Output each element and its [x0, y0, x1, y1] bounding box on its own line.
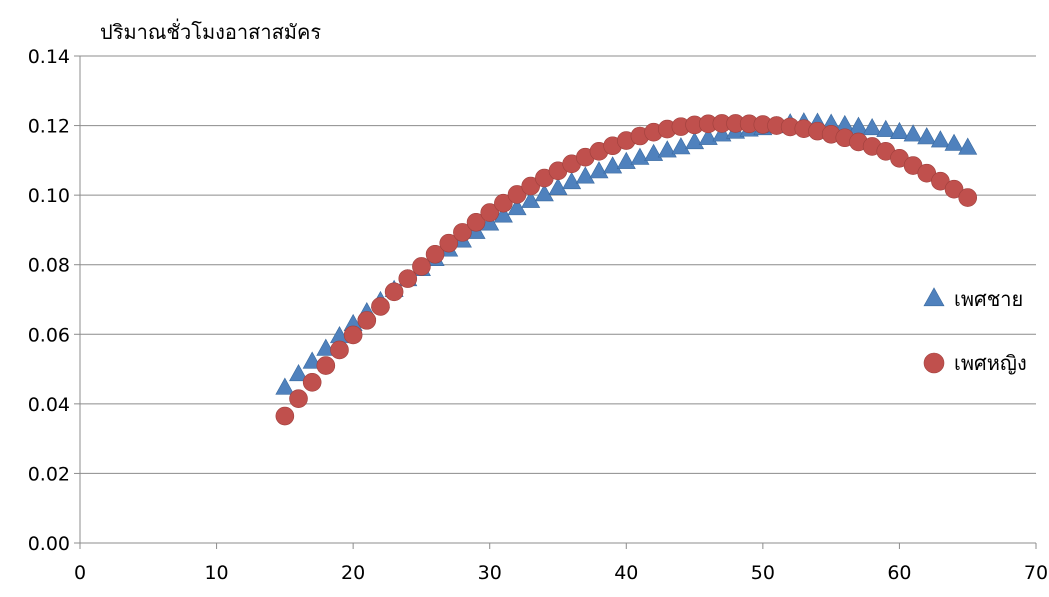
data-point-triangle — [630, 147, 650, 165]
series-2 — [275, 114, 978, 426]
data-point-circle — [371, 297, 390, 316]
data-point-circle — [480, 203, 500, 222]
data-point-triangle — [534, 184, 554, 202]
x-tick-label: 70 — [1024, 562, 1048, 584]
x-tick-label: 0 — [74, 562, 86, 584]
y-tick-label: 0.02 — [28, 463, 70, 485]
data-point-triangle — [562, 171, 582, 190]
data-point-triangle — [521, 190, 541, 208]
data-point-triangle — [917, 127, 937, 145]
axes — [74, 55, 1037, 549]
gridlines — [80, 55, 1036, 474]
data-point-circle — [453, 223, 472, 242]
y-tick-label: 0.04 — [28, 394, 70, 416]
data-point-triangle — [548, 177, 568, 195]
data-point-triangle — [930, 130, 950, 148]
y-tick-label: 0.14 — [28, 46, 70, 68]
data-point-circle — [439, 233, 459, 253]
data-point-circle — [412, 257, 431, 276]
x-tick-label: 40 — [614, 562, 638, 584]
data-point-circle — [357, 311, 377, 330]
data-point-circle — [316, 356, 336, 375]
series-layer — [275, 112, 978, 426]
data-point-triangle — [275, 377, 295, 395]
x-tick-label: 60 — [887, 562, 911, 584]
data-point-triangle — [876, 119, 896, 137]
data-point-triangle — [944, 133, 964, 151]
data-point-triangle — [889, 121, 909, 139]
data-point-circle — [330, 340, 349, 360]
data-point-triangle — [575, 166, 595, 184]
data-point-triangle — [903, 124, 923, 142]
data-point-triangle — [289, 363, 309, 382]
data-point-circle — [494, 193, 513, 213]
x-axis-ticks: 0 10 20 30 40 50 60 70 — [74, 562, 1048, 584]
data-point-circle — [958, 188, 978, 207]
y-tick-label: 0.10 — [28, 185, 70, 207]
data-point-triangle — [507, 198, 527, 216]
x-tick-label: 10 — [204, 562, 228, 584]
data-point-circle — [466, 212, 486, 232]
data-point-circle — [289, 389, 308, 408]
data-point-circle — [944, 179, 964, 199]
data-point-circle — [343, 325, 363, 345]
data-point-triangle — [712, 124, 732, 142]
x-tick-label: 50 — [751, 562, 775, 584]
x-tick-label: 30 — [478, 562, 502, 584]
data-point-circle — [507, 185, 527, 204]
legend-marker-circle — [923, 352, 945, 374]
data-point-triangle — [616, 151, 636, 169]
data-point-triangle — [671, 137, 691, 155]
data-point-circle — [398, 269, 418, 288]
y-tick-label: 0.06 — [28, 324, 70, 346]
y-axis-ticks: 0.00 0.02 0.04 0.06 0.08 0.10 0.12 0.14 — [28, 46, 70, 555]
legend-marker-triangle — [923, 287, 945, 307]
data-point-triangle — [958, 137, 978, 155]
data-point-triangle — [862, 118, 882, 136]
data-point-triangle — [589, 161, 609, 179]
y-tick-label: 0.12 — [28, 116, 70, 138]
data-point-triangle — [603, 156, 623, 174]
y-tick-label: 0.08 — [28, 255, 70, 277]
y-tick-label: 0.00 — [28, 533, 70, 555]
data-point-triangle — [685, 131, 705, 150]
x-tick-label: 20 — [341, 562, 365, 584]
data-point-circle — [425, 244, 445, 264]
data-point-circle — [275, 406, 295, 426]
data-point-triangle — [698, 127, 718, 145]
data-point-triangle — [657, 140, 677, 158]
data-point-circle — [302, 372, 322, 392]
legend-label: เพศชาย — [954, 287, 1023, 311]
data-point-triangle — [644, 143, 664, 161]
y-axis-label: ปริมาณชั่วโมงอาสาสมัคร — [100, 18, 321, 44]
legend-label: เพศหญิง — [954, 351, 1027, 375]
data-point-circle — [384, 282, 404, 302]
